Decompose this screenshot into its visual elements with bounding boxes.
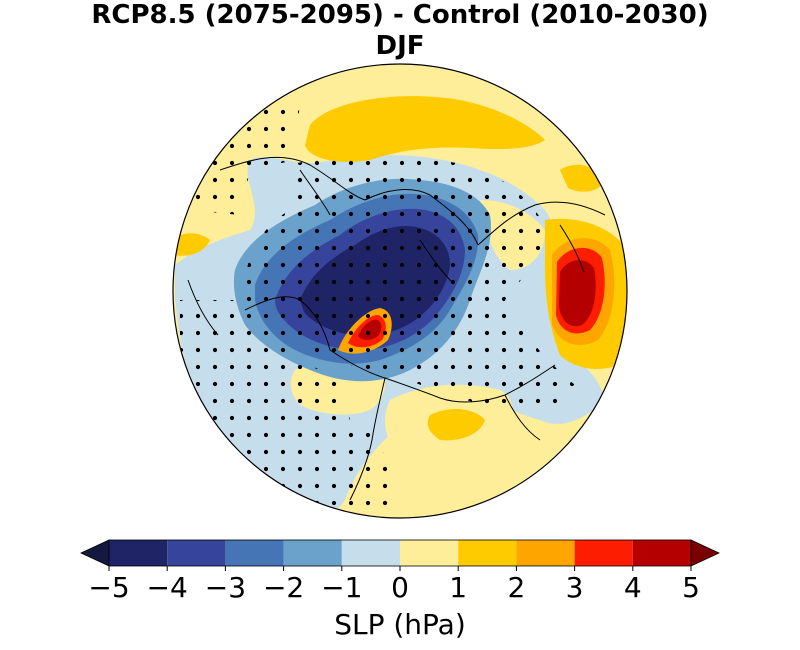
colorbar-tick-label: −1 [321,571,362,604]
colorbar-tick-label: 4 [624,571,642,604]
colorbar-tick-label: −4 [147,571,188,604]
field-4-to-5-east [559,260,596,327]
colorbar-tick-label: 2 [507,571,525,604]
map-boundary [172,63,628,519]
significance-stippling [180,100,575,518]
field-1-to-2-west [173,233,210,256]
colorbar-bin [167,540,226,566]
colorbar-bin [283,540,342,566]
colorbar-bin [574,540,633,566]
colorbar-bin [400,540,459,566]
colorbar-bin [458,540,517,566]
colorbar-tick-label: 1 [449,571,467,604]
colorbar-tick-label: 3 [566,571,584,604]
colorbar-tick-label: 5 [682,571,700,604]
colorbar-bin [109,540,168,566]
field-1-to-2-europe [427,408,485,441]
colorbar-tick-label: −5 [88,571,129,604]
colorbar-over-arrow [690,539,720,567]
colorbar-tick-label: −3 [205,571,246,604]
colorbar-bin [632,540,691,566]
colorbar-under-arrow [80,539,110,567]
map-title: RCP8.5 (2075-2095) - Control (2010-2030) [91,0,709,30]
field-1-to-2-north-pacific [305,96,545,162]
colorbar-bin [225,540,284,566]
colorbar-bin [341,540,400,566]
polar-map [173,64,627,518]
colorbar-tick-label: −2 [263,571,304,604]
colorbar-bin [516,540,575,566]
colorbar-tick-label: 0 [391,571,409,604]
colorbar-label: SLP (hPa) [334,608,466,641]
map-subtitle-season: DJF [375,31,425,61]
colorbar: −5 −4 −3 −2 −1 0 1 2 3 4 5 SLP (hPa) [80,539,720,641]
